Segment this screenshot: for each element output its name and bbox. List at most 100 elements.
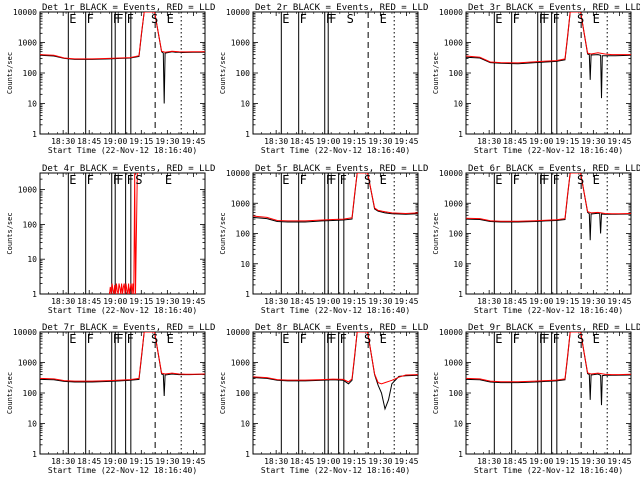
marker-letter: E bbox=[593, 173, 600, 187]
marker-letter: F bbox=[113, 12, 120, 26]
series-line-lld bbox=[466, 12, 631, 64]
marker-letter: E bbox=[167, 12, 174, 26]
marker-letter: F bbox=[329, 173, 336, 187]
x-tick-label: 18:45 bbox=[503, 297, 527, 306]
x-tick-label: 19:00 bbox=[529, 137, 553, 146]
data-series bbox=[253, 332, 418, 411]
marker-letter: F bbox=[553, 12, 560, 26]
marker-letter: F bbox=[127, 173, 134, 187]
y-axis-label: Counts/sec bbox=[6, 52, 14, 94]
y-tick-label: 100 bbox=[236, 69, 251, 78]
x-tick-label: 19:30 bbox=[368, 297, 392, 306]
y-tick-label: 10 bbox=[453, 260, 463, 269]
y-tick-label: 10 bbox=[240, 100, 250, 109]
event-markers bbox=[493, 332, 608, 454]
y-tick-label: 1000 bbox=[231, 39, 250, 48]
plot-panel-7: Det 7r BLACK = Events, RED = LLD 1 10 100 10… bbox=[6, 323, 215, 475]
y-tick-label: 1000 bbox=[444, 359, 463, 368]
series-line-lld bbox=[253, 332, 418, 385]
plot-frame bbox=[252, 331, 419, 455]
x-tick-label: 18:45 bbox=[503, 457, 527, 466]
x-tick-label: 18:30 bbox=[51, 297, 75, 306]
marker-letter: E bbox=[282, 12, 289, 26]
y-tick-label: 1000 bbox=[18, 186, 37, 195]
series-line-lld bbox=[40, 12, 205, 60]
x-tick-label: 18:30 bbox=[264, 137, 288, 146]
x-tick-label: 19:45 bbox=[394, 457, 418, 466]
x-tick-label: 19:45 bbox=[607, 457, 631, 466]
series-line-lld bbox=[466, 332, 631, 383]
y-tick-label: 1 bbox=[458, 130, 463, 139]
x-tick-label: 19:15 bbox=[129, 297, 153, 306]
y-tick-label: 1 bbox=[32, 290, 37, 299]
marker-letter: F bbox=[539, 173, 546, 187]
data-series bbox=[40, 12, 205, 104]
x-tick-label: 19:45 bbox=[181, 297, 205, 306]
marker-letter: F bbox=[539, 332, 546, 346]
x-tick-label: 19:30 bbox=[155, 457, 179, 466]
y-tick-label: 10 bbox=[27, 255, 37, 264]
x-tick-label: 19:45 bbox=[394, 297, 418, 306]
plot-title: Det 3r BLACK = Events, RED = LLD bbox=[468, 3, 640, 13]
x-tick-label: 18:30 bbox=[51, 457, 75, 466]
marker-letter: E bbox=[380, 173, 387, 187]
marker-letter: F bbox=[87, 12, 94, 26]
y-tick-label: 10000 bbox=[439, 169, 463, 178]
marker-letter: E bbox=[282, 332, 289, 346]
series-line-lld bbox=[40, 332, 205, 382]
marker-letter: F bbox=[539, 12, 546, 26]
data-series bbox=[466, 12, 631, 99]
x-tick-label: 18:30 bbox=[477, 457, 501, 466]
marker-letter: E bbox=[495, 173, 502, 187]
marker-letter: F bbox=[326, 173, 333, 187]
plot-frame bbox=[252, 11, 419, 135]
marker-letter: S bbox=[135, 173, 142, 187]
plot-panel-9: Det 9r BLACK = Events, RED = LLD 1 10 100 10… bbox=[432, 323, 640, 475]
data-series bbox=[109, 173, 139, 294]
plot-frame bbox=[39, 331, 206, 455]
y-tick-label: 1 bbox=[32, 450, 37, 459]
y-axis-label: Counts/sec bbox=[432, 212, 440, 254]
marker-letter: F bbox=[127, 332, 134, 346]
event-markers bbox=[280, 332, 395, 454]
plot-panel-8: Det 8r BLACK = Events, RED = LLD 1 10 100 10… bbox=[219, 323, 428, 475]
plot-panel-5: Det 5r BLACK = Events, RED = LLD 1 10 100 10… bbox=[219, 164, 428, 315]
y-tick-label: 1 bbox=[458, 290, 463, 299]
data-series bbox=[40, 332, 205, 397]
marker-letter: S bbox=[364, 332, 371, 346]
x-tick-label: 18:45 bbox=[77, 137, 101, 146]
y-axis-label: Counts/sec bbox=[219, 212, 227, 254]
plot-panel-2: Det 2r BLACK = Events, RED = LLD 1 10 100 10… bbox=[219, 3, 428, 155]
y-tick-label: 10000 bbox=[439, 328, 463, 337]
y-tick-label: 10 bbox=[453, 100, 463, 109]
x-tick-label: 19:00 bbox=[529, 457, 553, 466]
marker-letter: E bbox=[69, 332, 76, 346]
x-tick-label: 19:15 bbox=[342, 297, 366, 306]
marker-letter: E bbox=[380, 12, 387, 26]
x-tick-label: 19:00 bbox=[316, 137, 340, 146]
marker-letter: F bbox=[326, 12, 333, 26]
x-axis-label: Start Time (22-Nov-12 18:16:40) bbox=[474, 306, 623, 315]
plot-title: Det 2r BLACK = Events, RED = LLD bbox=[255, 3, 428, 13]
y-tick-label: 100 bbox=[449, 69, 464, 78]
marker-letter: F bbox=[553, 173, 560, 187]
x-tick-label: 19:00 bbox=[316, 457, 340, 466]
x-axis-label: Start Time (22-Nov-12 18:16:40) bbox=[261, 146, 410, 155]
x-tick-label: 19:45 bbox=[394, 137, 418, 146]
marker-letter: E bbox=[593, 12, 600, 26]
plot-frame bbox=[252, 172, 419, 295]
marker-letter: F bbox=[340, 332, 347, 346]
x-tick-label: 19:15 bbox=[129, 137, 153, 146]
x-tick-label: 19:45 bbox=[181, 457, 205, 466]
marker-letter: F bbox=[116, 332, 123, 346]
y-axis-label: Counts/sec bbox=[6, 372, 14, 414]
plot-title: Det 9r BLACK = Events, RED = LLD bbox=[468, 323, 640, 333]
x-tick-label: 19:30 bbox=[368, 137, 392, 146]
y-tick-label: 1000 bbox=[231, 199, 250, 208]
marker-letter: E bbox=[495, 332, 502, 346]
y-tick-label: 1 bbox=[245, 450, 250, 459]
x-tick-label: 19:00 bbox=[103, 457, 127, 466]
plot-title: Det 5r BLACK = Events, RED = LLD bbox=[255, 164, 428, 174]
x-tick-label: 19:15 bbox=[342, 137, 366, 146]
